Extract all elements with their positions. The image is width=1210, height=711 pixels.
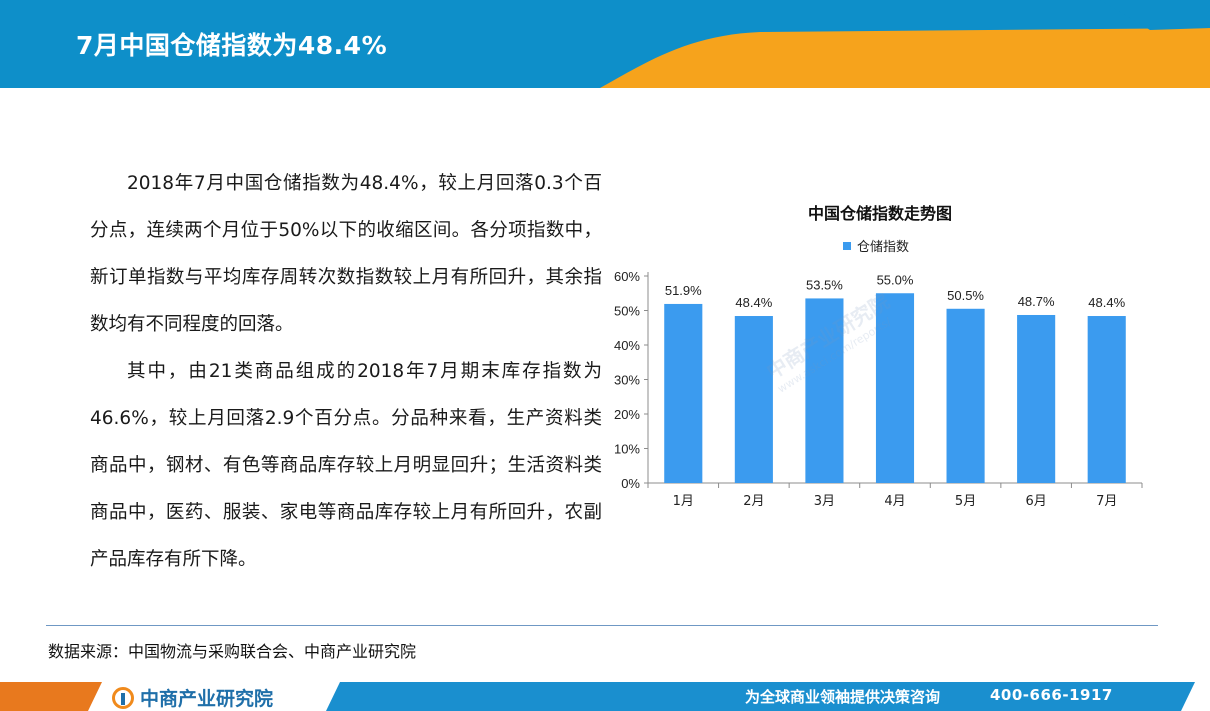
bar [805, 298, 844, 483]
logo-icon [112, 686, 134, 709]
x-tick-label: 5月 [955, 494, 976, 509]
y-tick-label: 40% [614, 338, 640, 353]
y-tick-label: 30% [614, 373, 640, 388]
y-tick-label: 0% [621, 476, 640, 491]
x-tick-label: 2月 [743, 494, 764, 509]
y-tick-label: 60% [614, 269, 640, 284]
data-label: 48.4% [1088, 295, 1125, 310]
y-tick-label: 50% [614, 304, 640, 319]
x-tick-label: 7月 [1096, 494, 1117, 509]
y-tick-label: 20% [614, 407, 640, 422]
header-background [0, 0, 1210, 88]
legend-label: 仓储指数 [857, 240, 910, 255]
chart-title: 中国仓储指数走势图 [807, 204, 952, 223]
bar [946, 308, 985, 483]
bar [734, 316, 773, 483]
bar [875, 293, 915, 483]
y-tick-label: 10% [614, 442, 640, 457]
page-title: 7月中国仓储指数为48.4% [76, 31, 388, 60]
legend-swatch [843, 241, 851, 250]
x-tick-label: 4月 [884, 494, 905, 509]
footer-bar [0, 682, 1210, 711]
footer-phone: 400-666-1917 [990, 686, 1113, 704]
storage-index-chart: 中国仓储指数走势图 仓储指数 0% 10% 20% 30% 40% 50% 60% 51.9%… [600, 180, 1160, 520]
x-tick-label: 3月 [814, 494, 835, 509]
source-divider [46, 625, 1158, 626]
paragraph-2: 其中，由21类商品组成的2018年7月期末库存指数为46.6%，较上月回落2.9… [90, 361, 602, 570]
data-label: 55.0% [877, 272, 914, 287]
data-label: 50.5% [947, 288, 984, 303]
x-tick-label: 1月 [673, 494, 694, 509]
data-label: 48.7% [1018, 294, 1055, 309]
header-banner: 7月中国仓储指数为48.4% [0, 0, 1210, 88]
footer-logo-text: 中商产业研究院 [140, 688, 274, 710]
body-text: 2018年7月中国仓储指数为48.4%，较上月回落0.3个百分点，连续两个月位于… [90, 160, 602, 583]
footer-logo: 中商产业研究院 [112, 684, 273, 711]
footer-background [0, 682, 1195, 711]
data-label: 53.5% [806, 277, 843, 292]
chart-plot: 0% 10% 20% 30% 40% 50% 60% 51.9% 1月 48.4% 2月 53.5% 3… [614, 269, 1143, 509]
bar [1087, 316, 1126, 483]
footer-slogan: 为全球商业领袖提供决策咨询 [745, 688, 941, 706]
data-label: 48.4% [735, 295, 772, 310]
bar [664, 303, 703, 483]
bar [1017, 314, 1056, 483]
data-source: 数据来源：中国物流与采购联合会、中商产业研究院 [48, 642, 417, 661]
paragraph-1: 2018年7月中国仓储指数为48.4%，较上月回落0.3个百分点，连续两个月位于… [90, 173, 602, 335]
x-tick-label: 6月 [1026, 494, 1047, 509]
chart-legend: 仓储指数 [843, 236, 909, 255]
data-label: 51.9% [665, 283, 702, 298]
